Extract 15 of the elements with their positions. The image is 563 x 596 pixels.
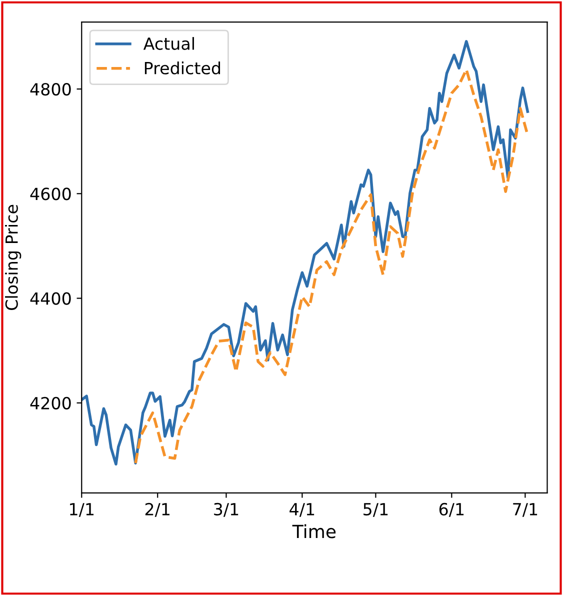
y-tick-label: 4800	[30, 82, 71, 96]
x-tick-label: 7/1	[513, 503, 538, 517]
x-tick-label: 1/1	[70, 503, 94, 517]
y-tick-label: 4200	[30, 396, 71, 410]
y-tick-label: 4400	[30, 292, 71, 305]
x-tick-label: 5/1	[364, 503, 388, 517]
x-tick-label: 3/1	[214, 502, 238, 517]
legend-label: Predicted	[144, 62, 220, 74]
legend-label: Actual	[143, 37, 194, 50]
x-axis-title: Time	[292, 524, 336, 538]
x-tick-label: 6/1	[439, 502, 464, 517]
y-tick-label: 4600	[30, 188, 71, 200]
x-tick-label: 4/1	[290, 503, 314, 517]
x-tick-label: 2/1	[145, 502, 170, 517]
y-axis-title: Closing Price	[5, 204, 22, 310]
